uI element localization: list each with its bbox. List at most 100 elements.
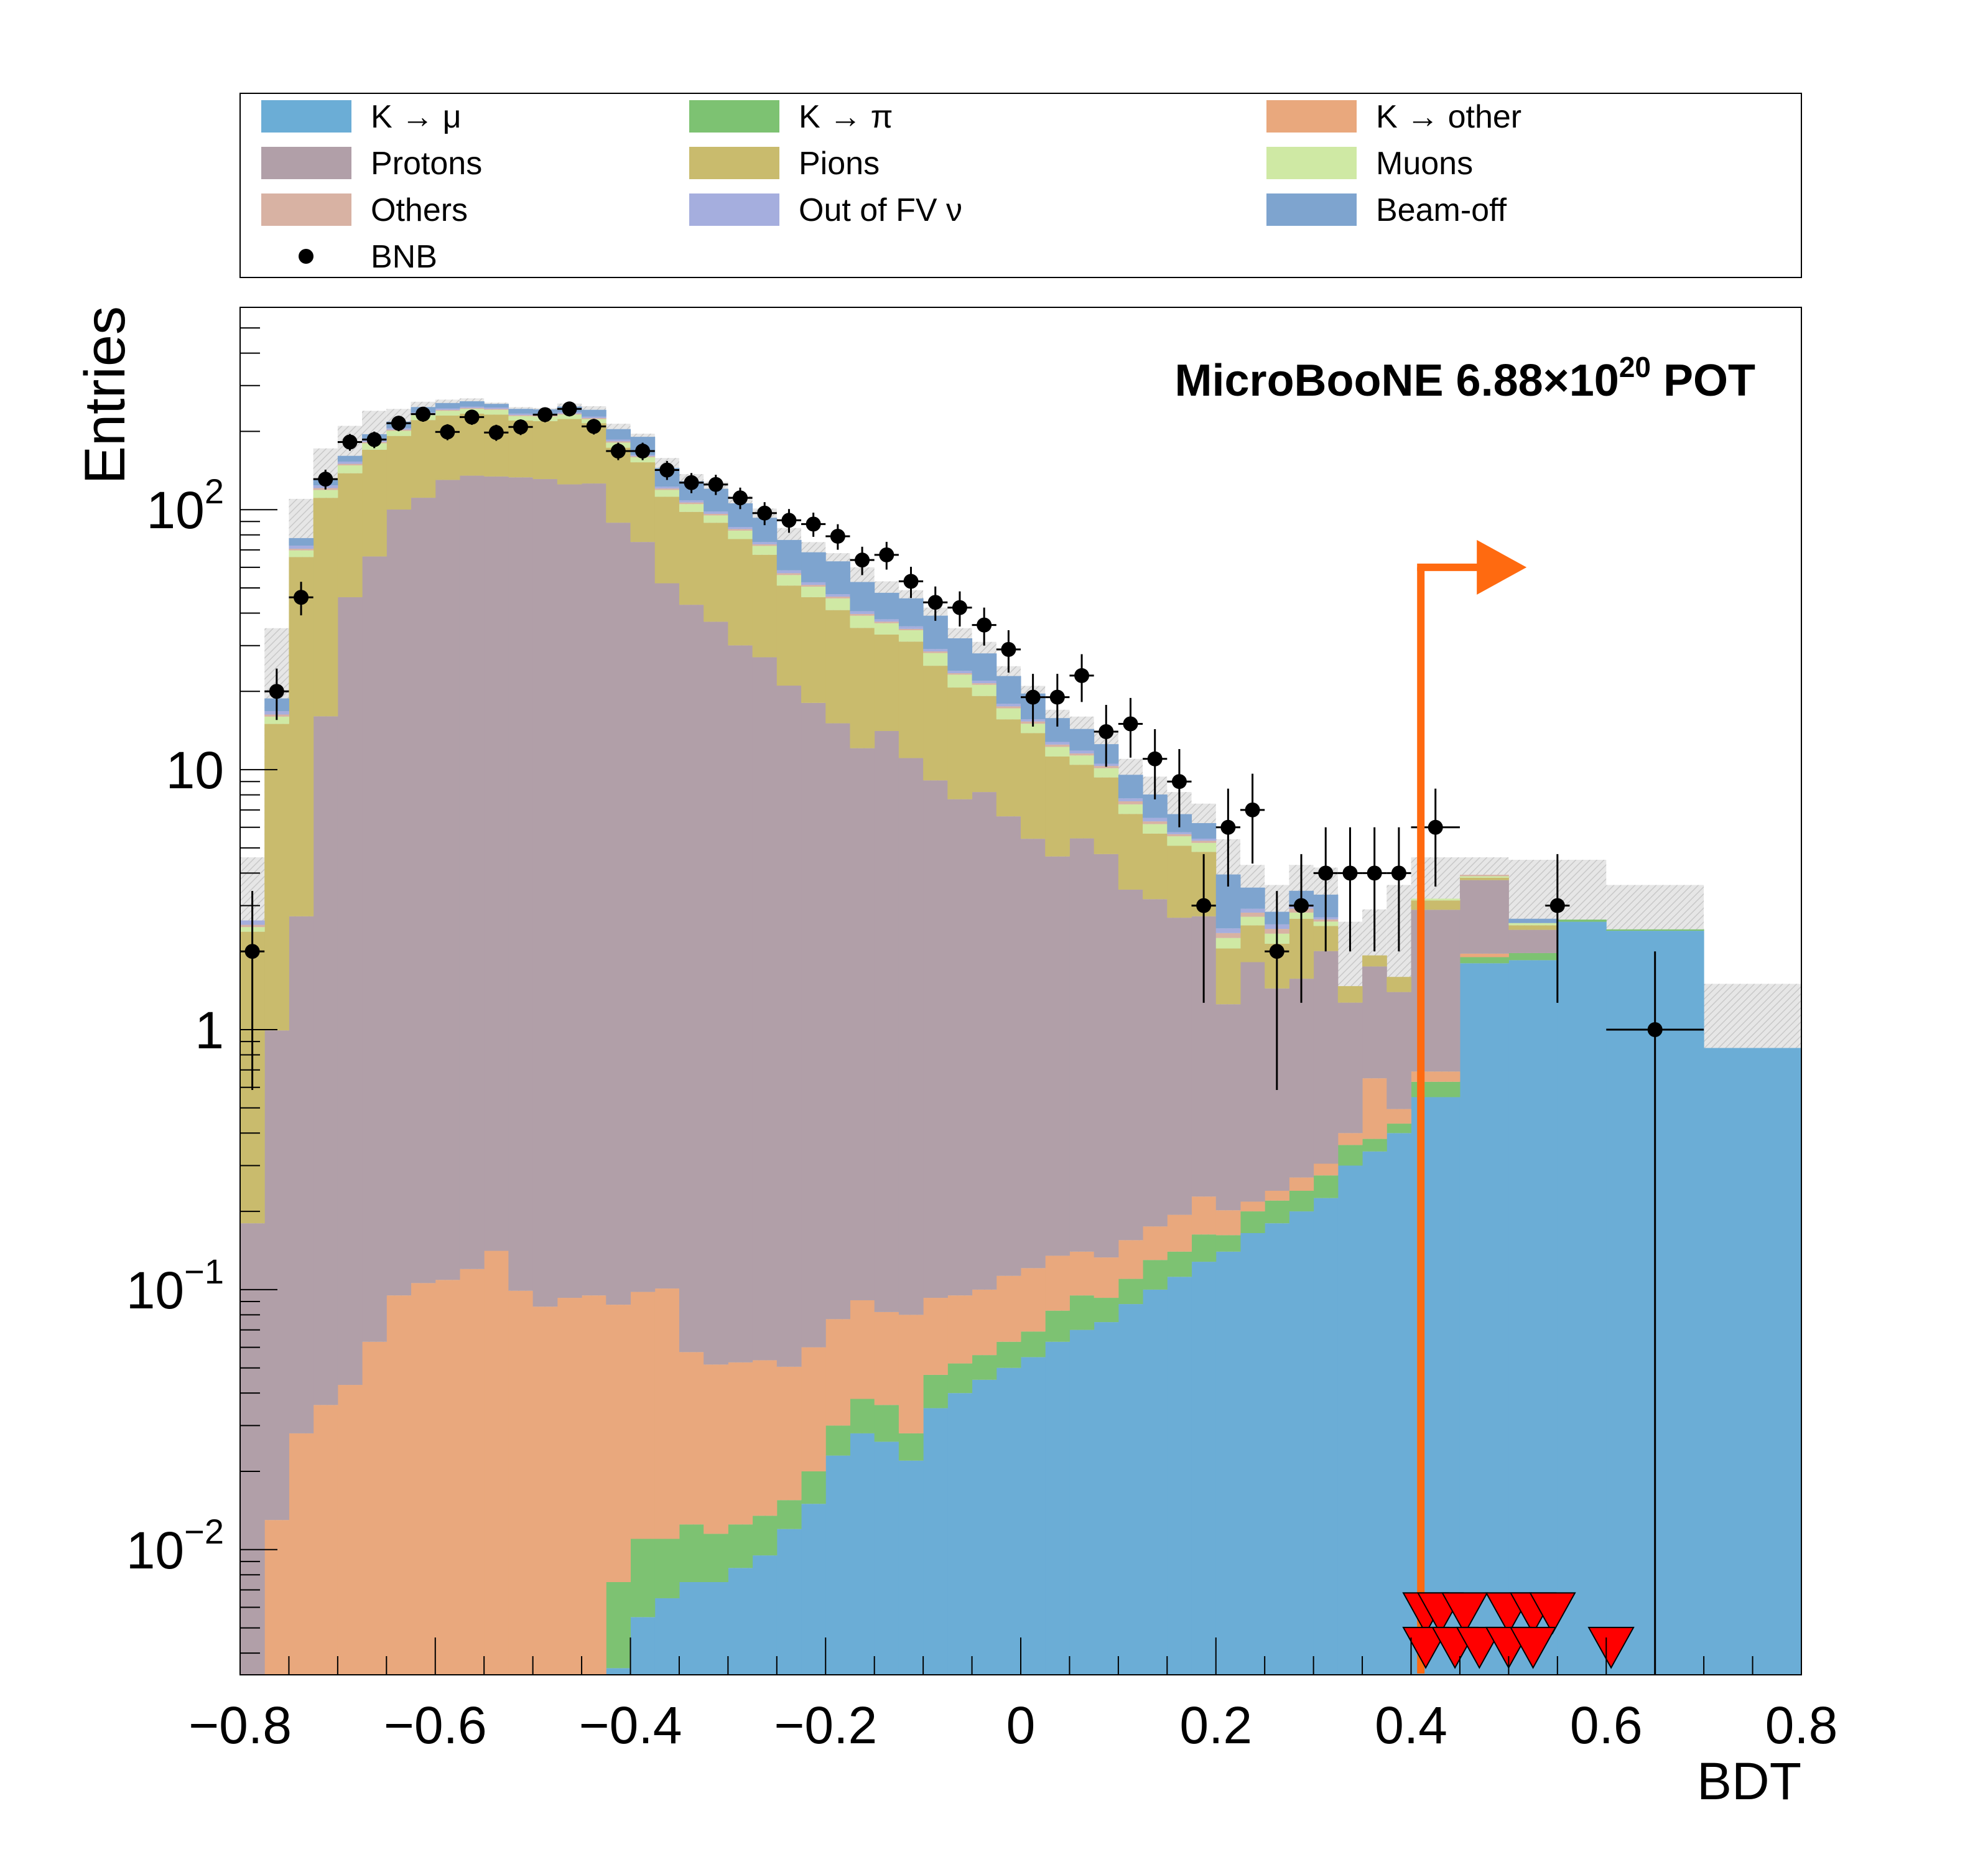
histogram-bar	[874, 1405, 899, 1442]
histogram-bar	[801, 1504, 826, 1675]
histogram-bar	[923, 666, 948, 781]
histogram-bar	[1557, 920, 1607, 922]
histogram-bar	[1021, 1357, 1046, 1675]
data-point	[1289, 854, 1314, 1003]
data-point	[923, 586, 948, 621]
histogram-bar	[1069, 838, 1095, 1252]
histogram-bar	[947, 1295, 973, 1364]
histogram-bar	[1191, 1234, 1217, 1262]
data-point-marker	[927, 595, 943, 610]
histogram-bar	[874, 634, 899, 731]
data-point	[1337, 827, 1363, 952]
histogram-bar	[1386, 977, 1411, 992]
histogram-bar	[1118, 1240, 1143, 1279]
histogram-bar	[264, 1030, 289, 1521]
histogram-bar	[435, 411, 460, 416]
y-tick-label: 10−2	[126, 1512, 224, 1580]
histogram-bar	[850, 582, 875, 612]
histogram-bar	[1289, 1177, 1314, 1191]
histogram-bar	[411, 498, 436, 1283]
histogram-bar	[728, 539, 753, 646]
histogram-bar	[1167, 1251, 1192, 1277]
histogram-bar	[752, 546, 778, 555]
data-point	[825, 524, 850, 550]
legend-swatch	[689, 147, 779, 179]
histogram-bar	[898, 626, 924, 629]
data-point	[557, 401, 582, 417]
histogram-bar	[679, 605, 704, 1353]
data-point-marker	[684, 475, 699, 490]
data-point	[1215, 788, 1240, 887]
data-point	[1362, 827, 1387, 952]
histogram-bar	[386, 1295, 412, 1675]
legend-entry: Muons	[1266, 146, 1473, 182]
histogram-bar	[264, 1520, 289, 1675]
legend-entry: K → μ	[261, 99, 462, 135]
histogram-bar	[898, 1315, 924, 1433]
histogram-bar	[776, 685, 802, 1367]
histogram-bar	[1240, 912, 1265, 917]
histogram-bar	[1362, 1151, 1387, 1675]
legend-label: K → μ	[371, 99, 462, 135]
y-tick-label: 10	[166, 741, 224, 799]
histogram-bar	[1118, 889, 1143, 1241]
histogram-bar	[508, 413, 534, 416]
histogram-bar	[1337, 1133, 1363, 1145]
histogram-bar	[874, 623, 899, 635]
data-point	[386, 416, 411, 432]
histogram-bar	[411, 420, 436, 498]
annotation-suffix: POT	[1651, 356, 1755, 406]
red-triangle-marker	[1456, 1626, 1503, 1669]
data-point-marker	[830, 528, 845, 544]
histogram-bar	[459, 1269, 485, 1675]
histogram-bar	[1289, 1211, 1314, 1675]
histogram-bar	[1215, 928, 1241, 933]
histogram-bar	[947, 673, 973, 675]
histogram-bar	[654, 1539, 680, 1598]
data-point	[874, 541, 899, 570]
histogram-bar	[630, 1539, 656, 1618]
y-axis-label: Entries	[73, 306, 137, 484]
histogram-bar	[898, 641, 924, 758]
histogram-bar	[996, 676, 1021, 704]
histogram-bar	[1191, 842, 1217, 852]
data-point	[1240, 773, 1265, 864]
histogram-bar	[776, 585, 802, 686]
data-point-marker	[1049, 689, 1065, 705]
x-tick-label: 0.8	[1765, 1696, 1838, 1754]
series-k-	[606, 920, 1704, 1669]
histogram-bar	[923, 615, 948, 650]
histogram-bar	[1143, 817, 1168, 822]
data-point-marker	[1647, 1022, 1663, 1037]
data-point	[508, 419, 533, 435]
histogram-bar	[947, 1393, 973, 1675]
histogram-bar	[801, 1347, 826, 1471]
histogram-bar	[1167, 845, 1192, 918]
data-point-marker	[366, 432, 382, 447]
histogram-bar	[654, 1288, 680, 1539]
series-beam-off	[264, 401, 1558, 929]
histogram-bar	[874, 619, 899, 622]
data-point	[1545, 854, 1570, 1003]
data-point	[484, 424, 509, 441]
histogram-bar	[313, 1405, 338, 1675]
histogram-bar	[1094, 1298, 1119, 1323]
histogram-bar	[1191, 841, 1217, 843]
data-point	[1118, 697, 1143, 758]
histogram-bar	[923, 649, 948, 652]
histogram-bar	[776, 573, 802, 575]
histogram-bar	[1215, 933, 1241, 938]
histogram-bar	[289, 916, 314, 1433]
histogram-bar	[1167, 832, 1192, 834]
histogram-bar	[850, 611, 875, 614]
histogram-bar	[850, 1399, 875, 1433]
histogram-bar	[1557, 921, 1607, 1675]
histogram-bar	[972, 792, 997, 1290]
data-point	[947, 591, 972, 627]
histogram-bar	[289, 538, 314, 546]
histogram-bar	[1143, 1260, 1168, 1290]
data-point	[801, 513, 826, 537]
annotation-prefix: MicroBooNE 6.88×10	[1175, 356, 1619, 406]
histogram-bar	[435, 1280, 460, 1675]
